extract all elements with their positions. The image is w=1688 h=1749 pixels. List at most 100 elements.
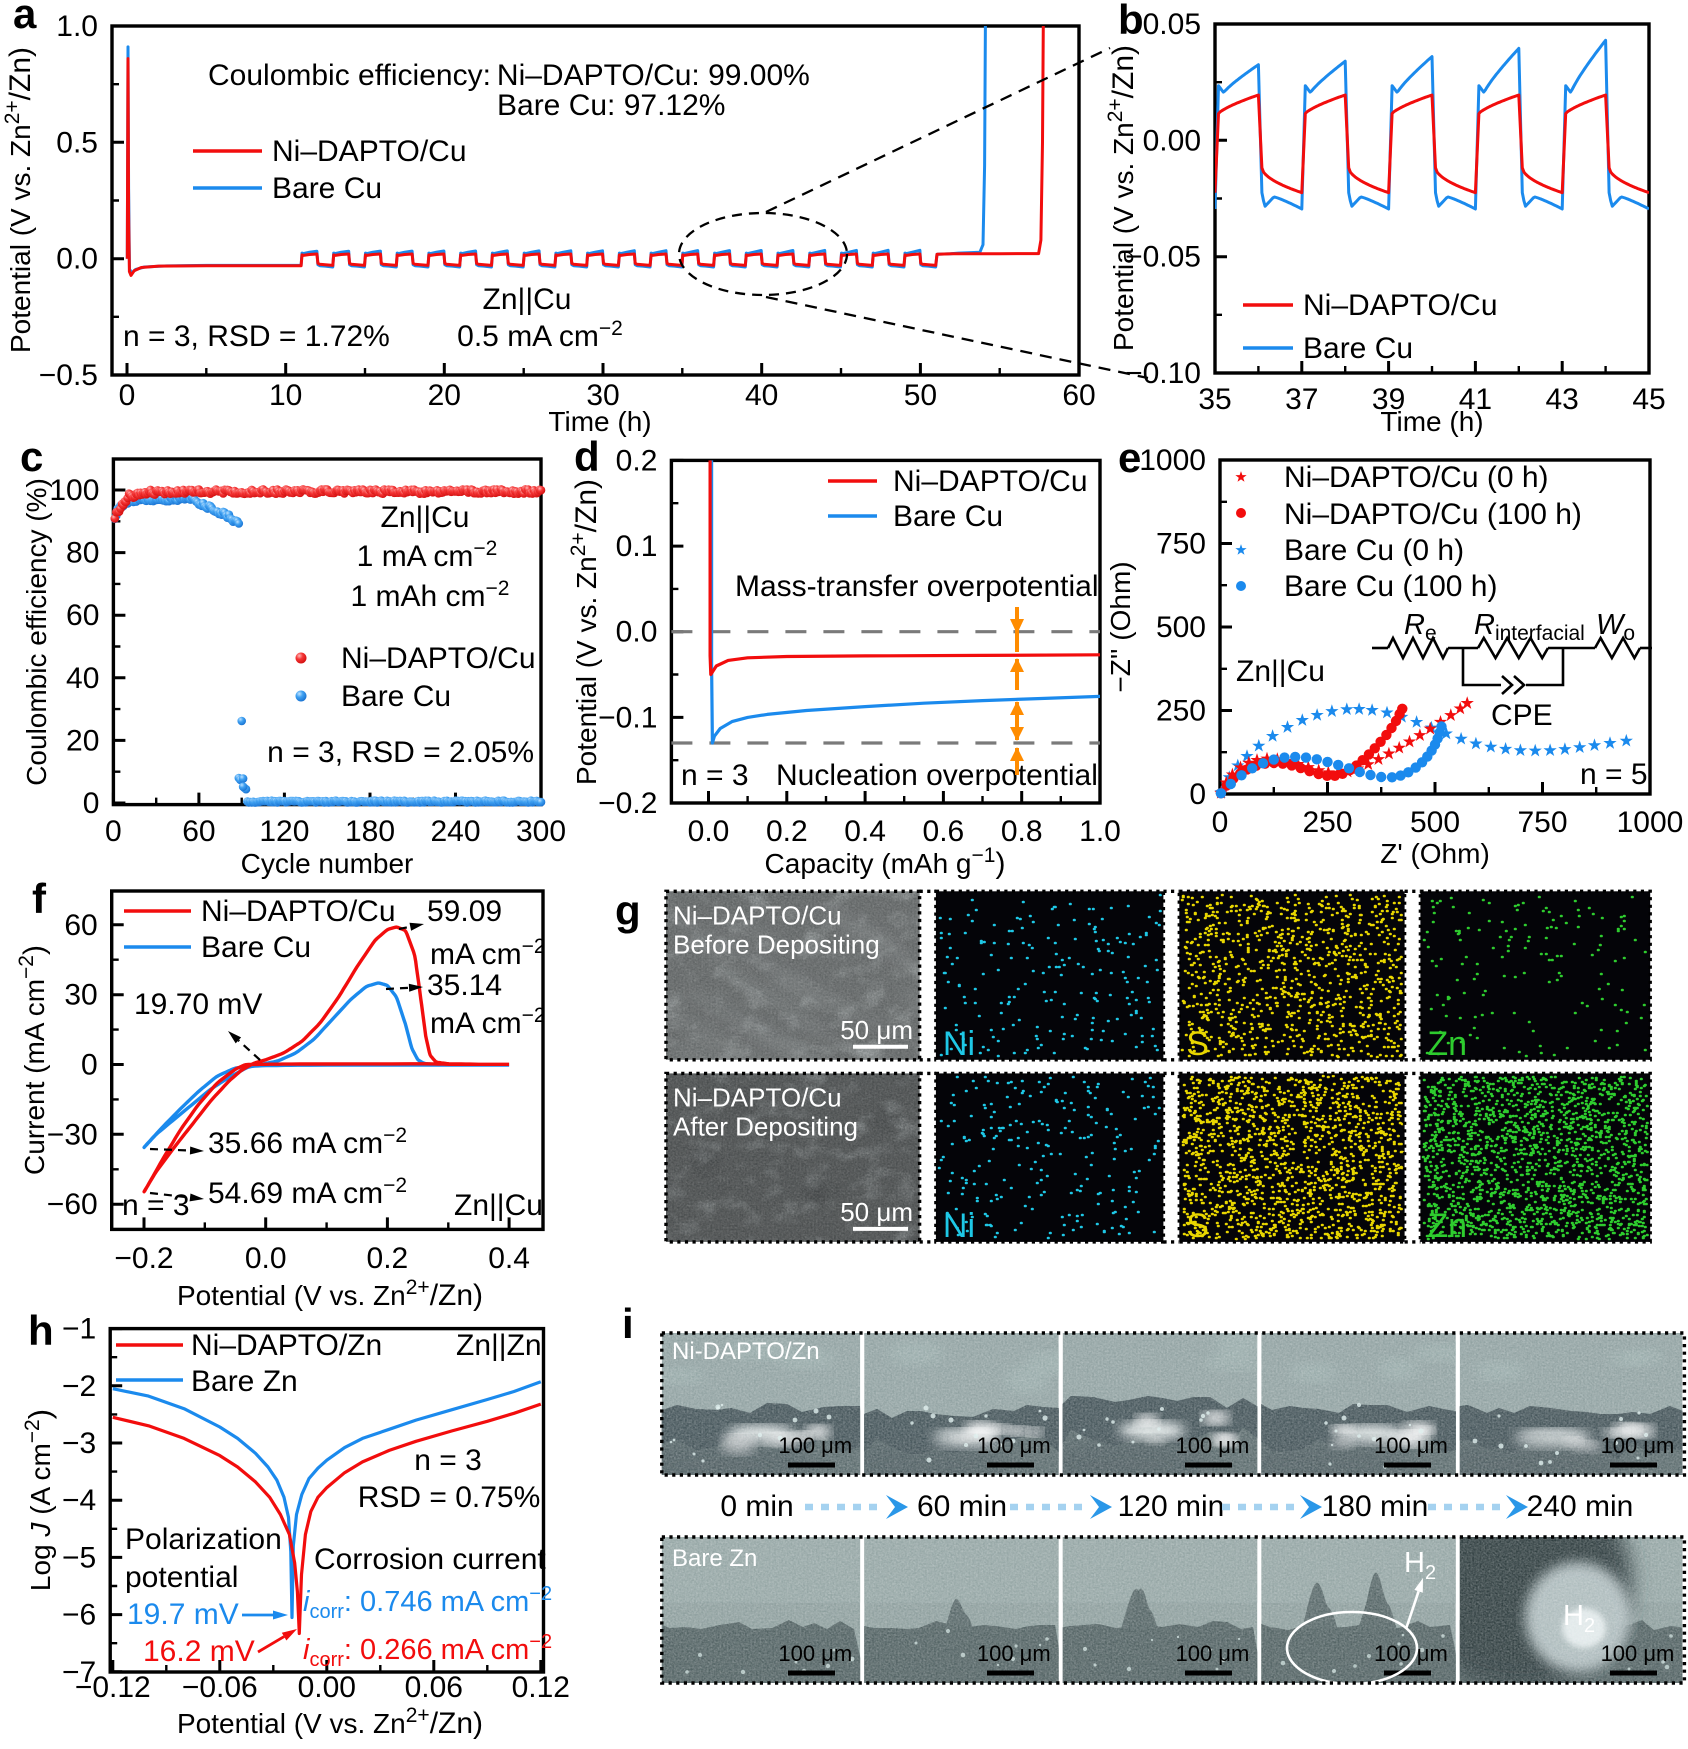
svg-text:Ni–DAPTO/Cu (100 h): Ni–DAPTO/Cu (100 h): [1284, 498, 1582, 531]
svg-text:Zn: Zn: [1427, 1207, 1467, 1245]
svg-text:−0.2: −0.2: [598, 787, 657, 820]
svg-text:Before Depositing: Before Depositing: [673, 929, 880, 959]
svg-text:Potential (V vs. Zn2+/Zn): Potential (V vs. Zn2+/Zn): [567, 479, 603, 785]
svg-text:250: 250: [1302, 806, 1352, 839]
svg-text:100 μm: 100 μm: [977, 1641, 1051, 1666]
svg-text:60: 60: [182, 815, 215, 848]
svg-text:0.06: 0.06: [405, 1671, 463, 1704]
svg-text:n = 3: n = 3: [681, 759, 749, 792]
svg-text:Ni–DAPTO/Cu: Ni–DAPTO/Cu: [341, 642, 536, 675]
svg-text:Ni–DAPTO/Cu: Ni–DAPTO/Cu: [201, 895, 396, 928]
svg-text:100 μm: 100 μm: [977, 1433, 1051, 1458]
svg-text:Zn||Cu: Zn||Cu: [483, 283, 572, 316]
svg-text:Mass-transfer overpotential: Mass-transfer overpotential: [735, 570, 1099, 603]
svg-text:0.00: 0.00: [298, 1671, 356, 1704]
svg-text:1 mAh cm−2: 1 mAh cm−2: [351, 577, 510, 613]
svg-text:37: 37: [1285, 383, 1318, 416]
svg-text:Ni–DAPTO/Cu: Ni–DAPTO/Cu: [673, 1082, 842, 1112]
svg-text:50: 50: [904, 379, 937, 412]
svg-text:16.2 mV: 16.2 mV: [143, 1635, 255, 1668]
svg-text:Coulombic efficiency: Ni–DAPTO: Coulombic efficiency: Ni–DAPTO/Cu: 99.00…: [208, 59, 810, 92]
svg-text:h: h: [28, 1307, 54, 1354]
svg-text:−2: −2: [62, 1370, 96, 1403]
svg-text:19.70 mV: 19.70 mV: [134, 988, 262, 1021]
svg-text:Ni–DAPTO/Cu: Ni–DAPTO/Cu: [673, 900, 842, 930]
svg-text:20: 20: [428, 379, 461, 412]
svg-text:icorr: 0.746 mA cm−2: icorr: 0.746 mA cm−2: [303, 1583, 552, 1623]
svg-text:240 min: 240 min: [1527, 1490, 1634, 1523]
svg-text:0: 0: [81, 1049, 98, 1082]
svg-text:250: 250: [1156, 695, 1206, 728]
svg-text:100 μm: 100 μm: [778, 1641, 852, 1666]
svg-text:Capacity (mAh g−1): Capacity (mAh g−1): [765, 844, 1006, 880]
svg-text:500: 500: [1156, 611, 1206, 644]
svg-text:S: S: [1186, 1025, 1209, 1063]
svg-text:0.2: 0.2: [616, 444, 658, 477]
svg-text:icorr: 0.266 mA cm−2: icorr: 0.266 mA cm−2: [303, 1631, 552, 1671]
svg-text:240: 240: [430, 815, 480, 848]
svg-text:−Z'' (Ohm): −Z'' (Ohm): [1105, 561, 1136, 692]
svg-text:Bare Cu: 97.12%: Bare Cu: 97.12%: [497, 89, 725, 122]
svg-text:i: i: [622, 1300, 634, 1347]
svg-text:Rinterfacial: Rinterfacial: [1474, 609, 1585, 645]
svg-text:Coulombic efficiency (%): Coulombic efficiency (%): [21, 478, 52, 786]
svg-text:100 μm: 100 μm: [1175, 1433, 1249, 1458]
svg-text:n = 3, RSD = 2.05%: n = 3, RSD = 2.05%: [267, 736, 534, 769]
svg-text:−0.2: −0.2: [114, 1242, 173, 1275]
svg-text:Ni–DAPTO/Cu: Ni–DAPTO/Cu: [272, 135, 467, 168]
svg-text:100 μm: 100 μm: [1601, 1641, 1675, 1666]
svg-text:0: 0: [1212, 806, 1229, 839]
svg-text:60: 60: [66, 599, 99, 632]
svg-text:−0.5: −0.5: [39, 359, 98, 392]
svg-text:1.0: 1.0: [1079, 815, 1121, 848]
svg-text:Ni: Ni: [943, 1207, 975, 1245]
svg-text:0.6: 0.6: [923, 815, 965, 848]
svg-text:Log J (A cm−2): Log J (A cm−2): [21, 1409, 57, 1591]
svg-text:Potential (V vs. Zn2+/Zn): Potential (V vs. Zn2+/Zn): [177, 1276, 483, 1312]
svg-text:0.0: 0.0: [245, 1242, 287, 1275]
svg-text:20: 20: [66, 724, 99, 757]
svg-text:Ni–DAPTO/Cu (0 h): Ni–DAPTO/Cu (0 h): [1284, 461, 1549, 494]
svg-text:54.69 mA cm−2: 54.69 mA cm−2: [208, 1174, 407, 1210]
svg-text:Z' (Ohm): Z' (Ohm): [1380, 838, 1490, 869]
svg-text:RSD = 0.75%: RSD = 0.75%: [358, 1481, 541, 1514]
svg-text:0: 0: [83, 787, 100, 820]
svg-text:30: 30: [64, 979, 97, 1012]
svg-text:Bare Cu: Bare Cu: [1303, 332, 1413, 365]
svg-text:n = 5: n = 5: [1580, 758, 1648, 791]
svg-text:Zn: Zn: [1427, 1025, 1467, 1063]
svg-text:60 min: 60 min: [917, 1490, 1007, 1523]
svg-text:59.09: 59.09: [427, 895, 502, 928]
svg-text:After Depositing: After Depositing: [673, 1111, 858, 1141]
svg-text:Nucleation overpotential: Nucleation overpotential: [776, 759, 1098, 792]
svg-text:750: 750: [1156, 528, 1206, 561]
svg-text:45: 45: [1632, 383, 1665, 416]
svg-text:0: 0: [105, 815, 122, 848]
svg-text:c: c: [20, 433, 43, 480]
svg-text:Bare Zn: Bare Zn: [191, 1365, 298, 1398]
svg-text:Ni–DAPTO/Cu: Ni–DAPTO/Cu: [1303, 289, 1498, 322]
svg-text:n = 3: n = 3: [414, 1444, 482, 1477]
svg-text:0.05: 0.05: [1143, 8, 1201, 41]
svg-text:−0.10: −0.10: [1125, 357, 1201, 390]
svg-text:0.2: 0.2: [766, 815, 808, 848]
svg-text:−1: −1: [62, 1313, 96, 1346]
svg-text:CPE: CPE: [1491, 699, 1553, 732]
svg-text:−7: −7: [62, 1656, 96, 1689]
svg-text:180 min: 180 min: [1322, 1490, 1429, 1523]
svg-text:50 μm: 50 μm: [840, 1197, 913, 1227]
svg-text:−3: −3: [62, 1427, 96, 1460]
svg-text:40: 40: [745, 379, 778, 412]
svg-text:30: 30: [586, 379, 619, 412]
svg-text:0.5: 0.5: [56, 126, 98, 159]
svg-text:120: 120: [259, 815, 309, 848]
svg-text:S: S: [1186, 1207, 1209, 1245]
svg-text:Bare Zn: Bare Zn: [672, 1545, 757, 1572]
svg-text:n = 3, RSD = 1.72%: n = 3, RSD = 1.72%: [123, 320, 390, 353]
svg-text:Bare Cu: Bare Cu: [893, 500, 1003, 533]
svg-text:0.0: 0.0: [56, 243, 98, 276]
svg-text:Zn||Zn: Zn||Zn: [456, 1329, 542, 1362]
svg-text:0: 0: [1189, 778, 1206, 811]
svg-text:potential: potential: [125, 1561, 238, 1594]
svg-text:Zn||Cu: Zn||Cu: [1236, 655, 1325, 688]
